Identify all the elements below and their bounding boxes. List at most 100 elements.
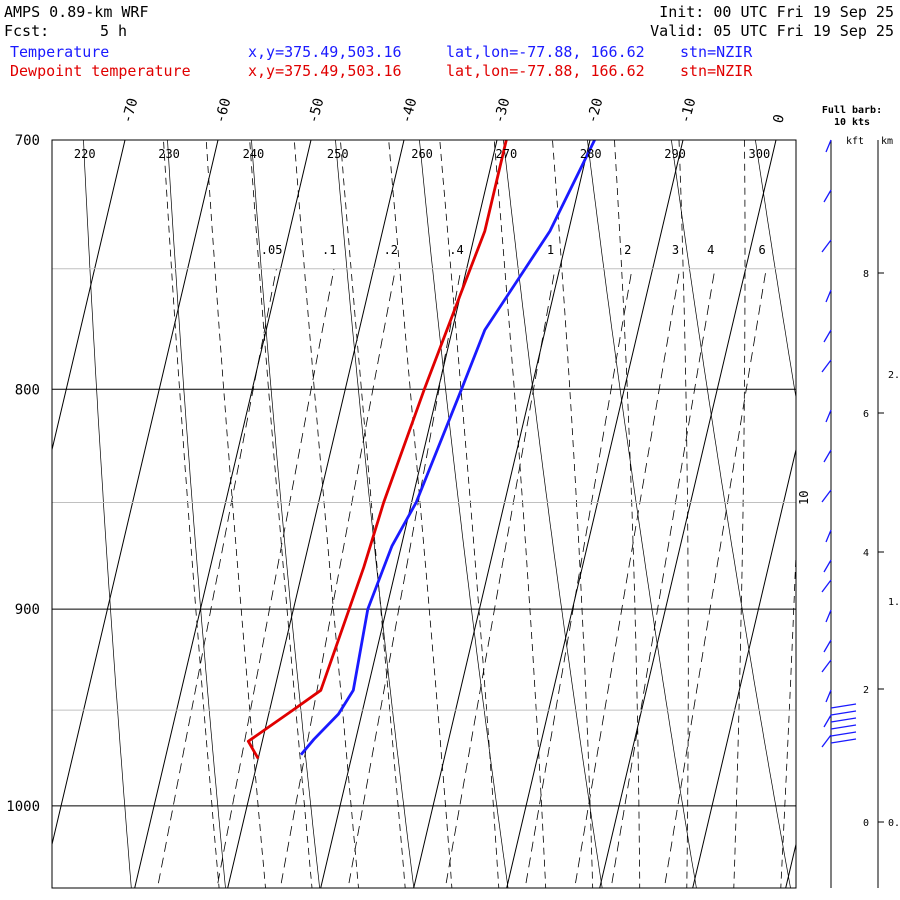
isotherm--80 — [0, 140, 32, 888]
legend-temperature-xy: x,y=375.49,503.16 — [248, 43, 402, 61]
wind-barb-flag — [830, 703, 857, 709]
moist-adiabat-0 — [552, 140, 594, 888]
fcst-label: Fcst: — [4, 22, 49, 40]
barb-note-line1: Full barb: — [822, 105, 882, 116]
temperature-label--60: -60 — [212, 96, 234, 125]
mixing-ratio-label-.2: .2 — [384, 243, 398, 257]
wind-barb — [821, 734, 832, 748]
wind-barb — [825, 409, 832, 423]
theta-label-290: 290 — [664, 147, 686, 161]
moist-adiabat--35 — [205, 140, 266, 888]
mixing-ratio-label-3: 3 — [672, 243, 679, 257]
mixing-ratio-0.05 — [157, 268, 277, 888]
theta-label-300: 300 — [749, 147, 771, 161]
mixing-ratio-label-4: 4 — [707, 243, 714, 257]
dry-adiabat-210 — [0, 113, 39, 900]
moist-adiabat--25 — [293, 140, 359, 888]
isotherm--60 — [52, 140, 219, 847]
wind-barb — [823, 639, 832, 653]
wind-barb-flag — [830, 738, 857, 744]
wind-barb — [825, 139, 832, 153]
kft-label-6: 6 — [863, 409, 869, 420]
theta-label-220: 220 — [74, 147, 96, 161]
temperature-label--10: -10 — [677, 96, 699, 125]
kft-label-2: 2 — [863, 685, 869, 696]
theta-label-230: 230 — [158, 147, 180, 161]
dry-adiabat-290 — [671, 140, 791, 888]
valid-time: Valid: 05 UTC Fri 19 Sep 25 — [650, 22, 894, 40]
mixing-ratio-1 — [444, 268, 556, 888]
mixing-ratio-label-1: 1 — [547, 243, 554, 257]
wind-barb — [821, 579, 832, 593]
kft-label-4: 4 — [863, 548, 869, 559]
mixing-ratio-label-2: 2 — [624, 243, 631, 257]
mixing-ratio-2 — [524, 268, 633, 888]
moist-adiabat--10 — [439, 140, 500, 888]
isotherm--10 — [506, 140, 684, 888]
mixing-ratio-0.1 — [216, 268, 335, 888]
legend-temperature-latlon: lat,lon=-77.88, 166.62 — [446, 43, 645, 61]
temperature-label--70: -70 — [119, 96, 141, 125]
mixing-ratio-3 — [574, 268, 681, 888]
wind-barb — [823, 329, 832, 343]
kft-label: kft — [846, 136, 864, 147]
dewpoint-profile — [246, 140, 508, 760]
moist-adiabat--15 — [388, 140, 453, 888]
dry-adiabat-240 — [251, 140, 320, 888]
pressure-label-800: 800 — [15, 382, 40, 398]
isotherm-20 — [785, 842, 796, 888]
background-lines — [0, 113, 900, 900]
km-label-1.: 1. — [888, 597, 900, 608]
wind-barb — [821, 659, 832, 673]
theta-label-270: 270 — [496, 147, 518, 161]
dry-adiabat-260 — [419, 140, 509, 888]
km-label-0.: 0. — [888, 818, 900, 829]
wind-barb — [823, 559, 832, 573]
wind-barb — [823, 189, 832, 203]
moist-adiabat--40 — [163, 140, 220, 888]
theta-label-250: 250 — [327, 147, 349, 161]
mixing-ratio-label-.4: .4 — [449, 243, 463, 257]
temperature-label--20: -20 — [584, 96, 606, 125]
moist-adiabat-25 — [826, 113, 873, 900]
mixing-ratio-label-.05: .05 — [261, 243, 283, 257]
isotherm-10 — [692, 447, 796, 888]
plot-frame — [51, 139, 797, 889]
wind-barb — [825, 529, 832, 543]
mixing-ratio-6 — [663, 268, 767, 888]
legend-dewpoint-xy: x,y=375.49,503.16 — [248, 62, 402, 80]
wind-barb — [821, 239, 832, 253]
theta-label-260: 260 — [411, 147, 433, 161]
pressure-label-700: 700 — [15, 133, 40, 149]
model-title: AMPS 0.89-km WRF — [4, 3, 149, 21]
km-label-2.: 2. — [888, 370, 900, 381]
pressure-label-1000: 1000 — [6, 799, 40, 815]
isotherm-30 — [879, 140, 900, 888]
wind-barb — [825, 689, 832, 703]
kft-label-0: 0 — [863, 818, 869, 829]
mixing-ratio-0.2 — [279, 268, 396, 888]
wind-barb-flag — [830, 731, 857, 737]
dry-adiabat-310 — [835, 113, 900, 900]
temperature-label--30: -30 — [491, 96, 513, 125]
pressure-label-900: 900 — [15, 602, 40, 618]
isotherm--20 — [413, 140, 591, 888]
legend-dewpoint-stn: stn=NZIR — [680, 62, 753, 80]
wind-barb — [821, 489, 832, 503]
init-time: Init: 00 UTC Fri 19 Sep 25 — [659, 3, 894, 21]
theta-label-240: 240 — [243, 147, 265, 161]
moist-adiabat-30 — [872, 113, 900, 900]
legend-temperature-stn: stn=NZIR — [680, 43, 753, 61]
mixing-ratio-label-6: 6 — [758, 243, 765, 257]
mixing-ratio-label-.1: .1 — [322, 243, 336, 257]
wind-barb-flag — [830, 724, 857, 730]
dry-adiabat-270 — [503, 140, 603, 888]
moist-adiabat-20 — [780, 543, 796, 888]
temperature-label--40: -40 — [398, 96, 420, 125]
wind-barbs — [821, 139, 857, 748]
temperature-label--50: -50 — [305, 96, 327, 125]
wind-barb — [825, 609, 832, 623]
wind-barb — [821, 359, 832, 373]
legend-temperature-name: Temperature — [10, 43, 109, 61]
